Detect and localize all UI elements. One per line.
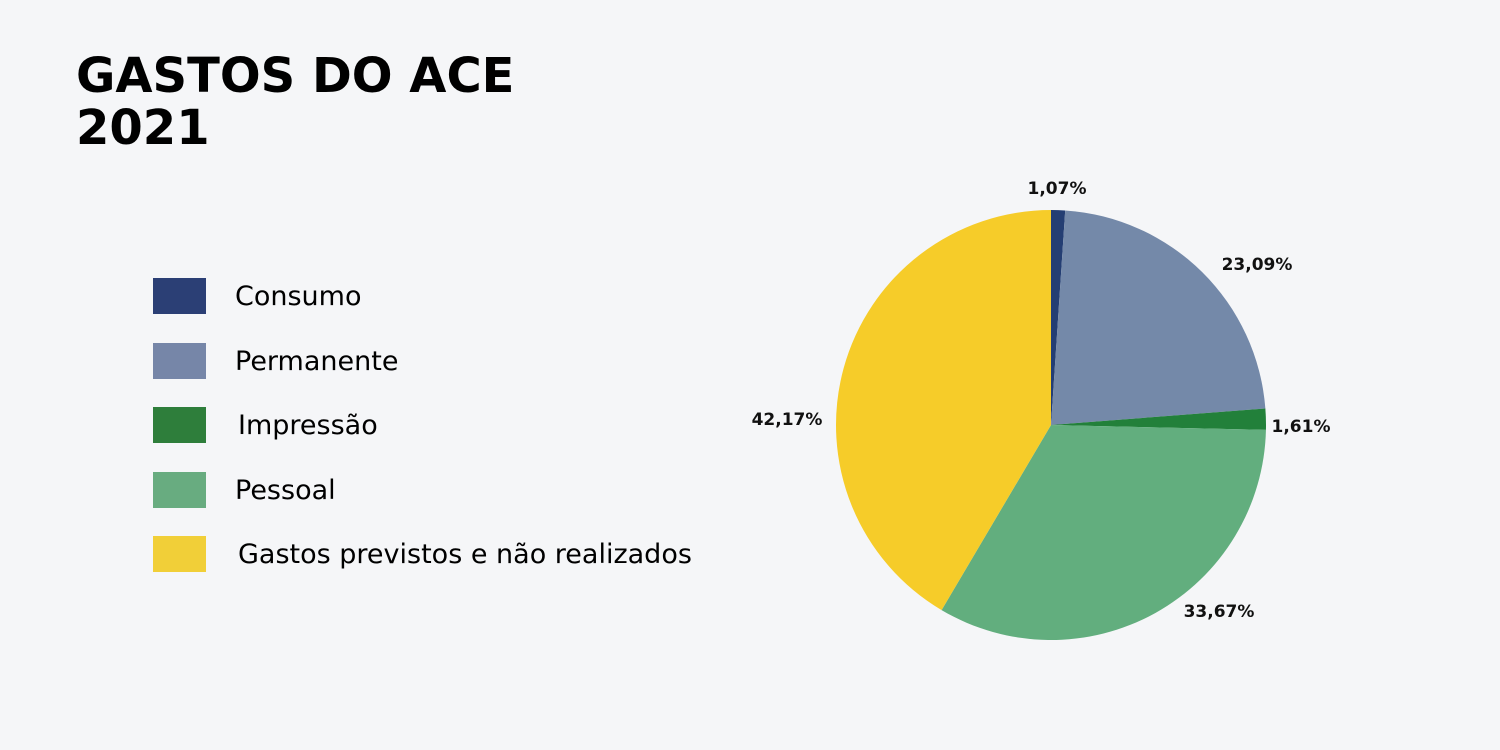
- title-line-1: GASTOS DO ACE: [76, 48, 515, 104]
- legend-swatch: [153, 343, 206, 379]
- legend-swatch: [153, 407, 206, 443]
- pie-slice-consumo: [1051, 210, 1066, 425]
- pie-label-impressao: 1,61%: [1272, 417, 1331, 437]
- legend-item-impressao: Impressão: [153, 407, 753, 443]
- pie-label-permanente: 23,09%: [1222, 255, 1293, 275]
- pie-slice-permanente: [1051, 210, 1266, 425]
- legend-swatch: [153, 472, 206, 508]
- legend-item-consumo: Consumo: [153, 278, 753, 314]
- legend-label: Consumo: [235, 281, 362, 312]
- chart-title: GASTOS DO ACE 2021: [76, 50, 514, 154]
- pie-label-consumo: 1,07%: [1028, 179, 1087, 199]
- legend-label: Pessoal: [235, 475, 336, 506]
- legend-item-pessoal: Pessoal: [153, 472, 753, 508]
- pie-slice-pessoal: [941, 425, 1266, 640]
- pie-slice-gastos-previstos: [836, 210, 1051, 611]
- title-line-2: 2021: [76, 100, 210, 156]
- legend-item-permanente: Permanente: [153, 343, 753, 379]
- pie-label-pessoal: 33,67%: [1184, 602, 1255, 622]
- legend-swatch: [153, 536, 206, 572]
- pie-slice-impressao: [1051, 408, 1266, 430]
- legend-swatch: [153, 278, 206, 314]
- legend-label: Impressão: [238, 410, 378, 441]
- legend-label: Permanente: [235, 346, 399, 377]
- pie-value-labels: 1,07% 23,09% 1,61% 33,67% 42,17%: [752, 179, 1331, 622]
- legend-item-gastos-previstos: Gastos previstos e não realizados: [153, 536, 753, 572]
- legend-label: Gastos previstos e não realizados: [238, 539, 692, 570]
- pie-slices: [836, 210, 1266, 640]
- pie-label-gastos-previstos: 42,17%: [752, 410, 823, 430]
